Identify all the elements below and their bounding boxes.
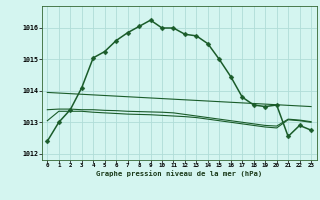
- X-axis label: Graphe pression niveau de la mer (hPa): Graphe pression niveau de la mer (hPa): [96, 171, 262, 177]
